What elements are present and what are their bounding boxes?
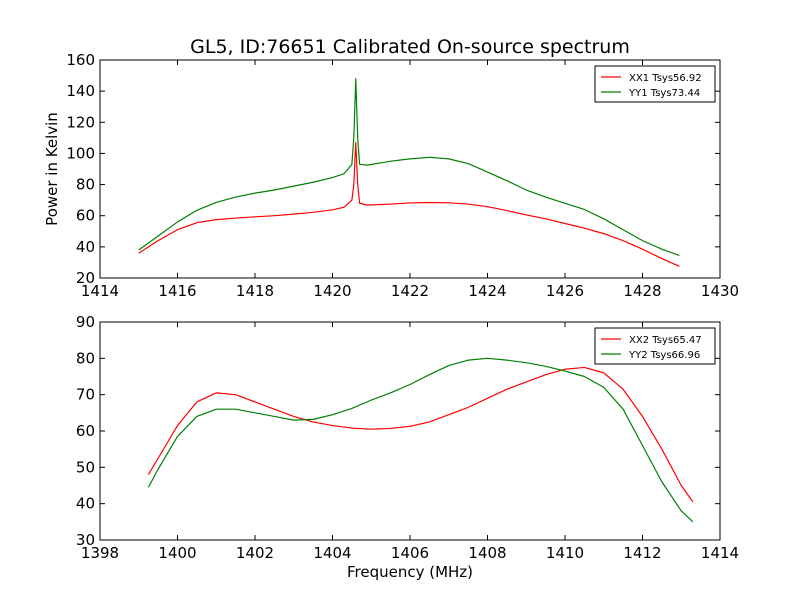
y-tick-label: 60 (76, 422, 95, 440)
y-tick-label: 80 (76, 176, 95, 194)
legend-entry: XX1 Tsys56.92 (629, 73, 702, 84)
series-line-2 (147, 357, 694, 523)
legend-entry: YY1 Tsys73.44 (628, 88, 700, 99)
y-tick-label: 80 (76, 349, 95, 367)
x-tick-label: 1412 (623, 544, 661, 562)
y-tick-label: 140 (66, 82, 95, 100)
legend: XX1 Tsys56.92 YY1 Tsys73.44 (594, 65, 716, 103)
y-tick-label: 40 (76, 495, 95, 513)
y-tick-label: 70 (76, 386, 95, 404)
x-axis-label: Frequency (MHz) (347, 563, 473, 581)
y-tick-label: 60 (76, 207, 95, 225)
x-tick-label: 1430 (701, 282, 739, 300)
legend-entry: YY2 Tsys66.96 (628, 350, 700, 361)
y-tick-label: 40 (76, 238, 95, 256)
legend-box (594, 65, 716, 103)
y-axis-label: Power in Kelvin (43, 112, 61, 226)
top-subplot: 1414 1416 1418 1420 1422 1424 1426 1428 1430 20 40… (66, 51, 739, 300)
bottom-subplot: 1398 1400 1402 1404 1406 1408 1410 1412 1414 30 40… (76, 313, 739, 562)
x-tick-label: 1402 (236, 544, 274, 562)
x-tick-label: 1400 (158, 544, 196, 562)
x-tick-label: 1406 (391, 544, 429, 562)
y-tick-label: 20 (76, 269, 95, 287)
y-tick-label: 100 (66, 144, 95, 162)
x-tick-label: 1422 (391, 282, 429, 300)
x-tick-label: 1426 (546, 282, 584, 300)
x-tick-label: 1414 (81, 282, 119, 300)
x-tick-label: 1418 (236, 282, 274, 300)
x-tick-label: 1414 (701, 544, 739, 562)
series-line-1 (147, 366, 694, 503)
x-tick-label: 1404 (313, 544, 351, 562)
legend-entry: XX2 Tsys65.47 (629, 335, 702, 346)
legend: XX2 Tsys65.47 YY2 Tsys66.96 (594, 327, 716, 365)
y-tick-label: 120 (66, 113, 95, 131)
x-tick-label: 1424 (468, 282, 506, 300)
y-tick-label: 90 (76, 313, 95, 331)
series-line-2 (138, 78, 680, 256)
series-line-1 (138, 141, 680, 267)
legend-box (594, 327, 716, 365)
x-tick-label: 1420 (313, 282, 351, 300)
y-tick-label: 160 (66, 51, 95, 69)
x-tick-label: 1408 (468, 544, 506, 562)
chart-title: GL5, ID:76651 Calibrated On-source spect… (190, 36, 630, 58)
x-tick-label: 1410 (546, 544, 584, 562)
y-tick-label: 50 (76, 458, 95, 476)
y-tick-label: 30 (76, 531, 95, 549)
x-tick-label: 1416 (158, 282, 196, 300)
x-tick-label: 1428 (623, 282, 661, 300)
x-tick-label: 1398 (81, 544, 119, 562)
